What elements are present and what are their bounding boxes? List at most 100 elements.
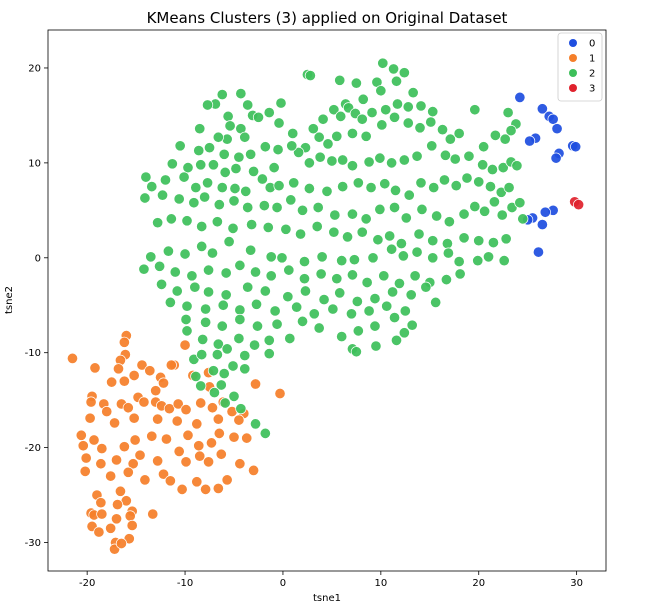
- data-point-cluster-2: [212, 131, 224, 143]
- data-point-cluster-2: [402, 117, 414, 129]
- data-point-cluster-2: [438, 174, 451, 186]
- data-point-cluster-2: [363, 305, 375, 317]
- data-point-cluster-1: [118, 375, 130, 387]
- data-point-cluster-2: [326, 155, 338, 167]
- data-point-cluster-1: [160, 433, 173, 445]
- data-point-cluster-2: [308, 308, 320, 320]
- data-point-cluster-1: [212, 413, 224, 425]
- data-point-cluster-2: [296, 315, 309, 327]
- legend-label-cluster-3: 3: [589, 84, 595, 95]
- data-point-cluster-2: [473, 176, 485, 188]
- data-point-cluster-2: [202, 286, 215, 298]
- series-cluster-3: [569, 196, 585, 211]
- data-point-cluster-2: [249, 339, 261, 351]
- data-point-cluster-2: [145, 251, 157, 263]
- data-point-cluster-2: [164, 296, 176, 308]
- data-point-cluster-2: [334, 287, 346, 299]
- data-point-cluster-1: [122, 402, 134, 414]
- data-point-cluster-2: [239, 349, 251, 362]
- data-point-cluster-2: [284, 332, 296, 345]
- data-point-cluster-2: [374, 203, 386, 215]
- data-point-cluster-1: [88, 434, 100, 446]
- data-point-cluster-1: [112, 363, 125, 375]
- chart-title: KMeans Clusters (3) applied on Original …: [147, 9, 508, 27]
- data-point-cluster-1: [180, 456, 192, 468]
- data-point-cluster-1: [195, 397, 207, 409]
- data-point-cluster-1: [191, 418, 203, 430]
- data-point-cluster-2: [245, 244, 257, 256]
- data-point-cluster-2: [351, 295, 363, 307]
- data-point-cluster-2: [173, 193, 185, 205]
- data-point-cluster-2: [216, 182, 228, 194]
- data-point-cluster-2: [477, 159, 489, 171]
- data-point-cluster-0: [536, 219, 548, 231]
- data-point-cluster-2: [180, 313, 192, 326]
- data-point-cluster-1: [106, 376, 118, 388]
- data-point-cluster-2: [342, 231, 354, 243]
- data-point-cluster-2: [345, 308, 358, 320]
- data-point-cluster-0: [532, 246, 545, 258]
- data-point-cluster-2: [390, 334, 403, 346]
- data-point-cluster-1: [200, 483, 212, 495]
- data-point-cluster-2: [415, 177, 427, 189]
- data-point-cluster-1: [110, 513, 123, 525]
- data-point-cluster-2: [156, 278, 168, 290]
- data-point-cluster-2: [361, 276, 373, 289]
- data-point-cluster-2: [426, 140, 438, 152]
- data-point-cluster-2: [271, 201, 283, 214]
- data-point-cluster-2: [499, 133, 511, 145]
- data-point-cluster-1: [215, 448, 227, 460]
- data-point-cluster-1: [105, 522, 117, 534]
- data-point-cluster-2: [458, 232, 470, 244]
- data-point-cluster-2: [235, 88, 247, 100]
- data-point-cluster-2: [450, 180, 462, 192]
- data-point-cluster-2: [328, 104, 340, 116]
- data-point-cluster-2: [431, 210, 443, 222]
- data-point-cluster-2: [186, 270, 198, 282]
- data-point-cluster-1: [118, 441, 130, 453]
- data-point-cluster-2: [436, 124, 449, 136]
- series-cluster-0: [514, 91, 582, 258]
- data-point-cluster-2: [388, 201, 401, 214]
- data-point-cluster-2: [377, 57, 389, 69]
- data-point-cluster-2: [384, 230, 396, 242]
- data-point-cluster-2: [360, 213, 372, 225]
- data-point-cluster-2: [400, 212, 412, 224]
- data-point-cluster-2: [453, 127, 465, 140]
- data-point-cluster-1: [213, 427, 225, 439]
- legend-marker-cluster-2: [569, 69, 577, 77]
- data-point-cluster-2: [235, 403, 247, 415]
- data-point-cluster-1: [136, 359, 148, 371]
- data-point-cluster-2: [379, 178, 391, 190]
- data-point-cluster-2: [196, 220, 208, 233]
- data-point-cluster-2: [211, 349, 223, 361]
- data-point-cluster-1: [176, 483, 188, 495]
- data-point-cluster-2: [259, 427, 271, 439]
- data-point-cluster-1: [191, 476, 203, 488]
- data-points: [66, 57, 585, 555]
- data-point-cluster-1: [105, 470, 117, 482]
- data-point-cluster-2: [461, 172, 473, 184]
- x-tick-label: 0: [280, 578, 286, 589]
- data-point-cluster-2: [352, 325, 364, 337]
- data-point-cluster-2: [215, 379, 227, 391]
- data-point-cluster-2: [268, 162, 280, 174]
- series-cluster-2: [138, 57, 529, 439]
- data-point-cluster-2: [331, 130, 343, 142]
- data-point-cluster-2: [154, 260, 166, 272]
- data-point-cluster-2: [369, 320, 381, 332]
- data-point-cluster-2: [207, 159, 219, 171]
- data-point-cluster-1: [152, 455, 164, 467]
- data-point-cluster-2: [346, 208, 359, 220]
- data-point-cluster-2: [303, 182, 315, 195]
- data-point-cluster-1: [202, 456, 215, 468]
- data-point-cluster-1: [124, 510, 136, 522]
- data-point-cluster-2: [303, 157, 315, 169]
- data-point-cluster-1: [241, 432, 253, 444]
- data-point-cluster-2: [372, 234, 384, 246]
- data-point-cluster-1: [179, 339, 191, 351]
- data-point-cluster-2: [216, 88, 228, 101]
- data-point-cluster-2: [174, 140, 186, 152]
- data-point-cluster-2: [179, 248, 191, 260]
